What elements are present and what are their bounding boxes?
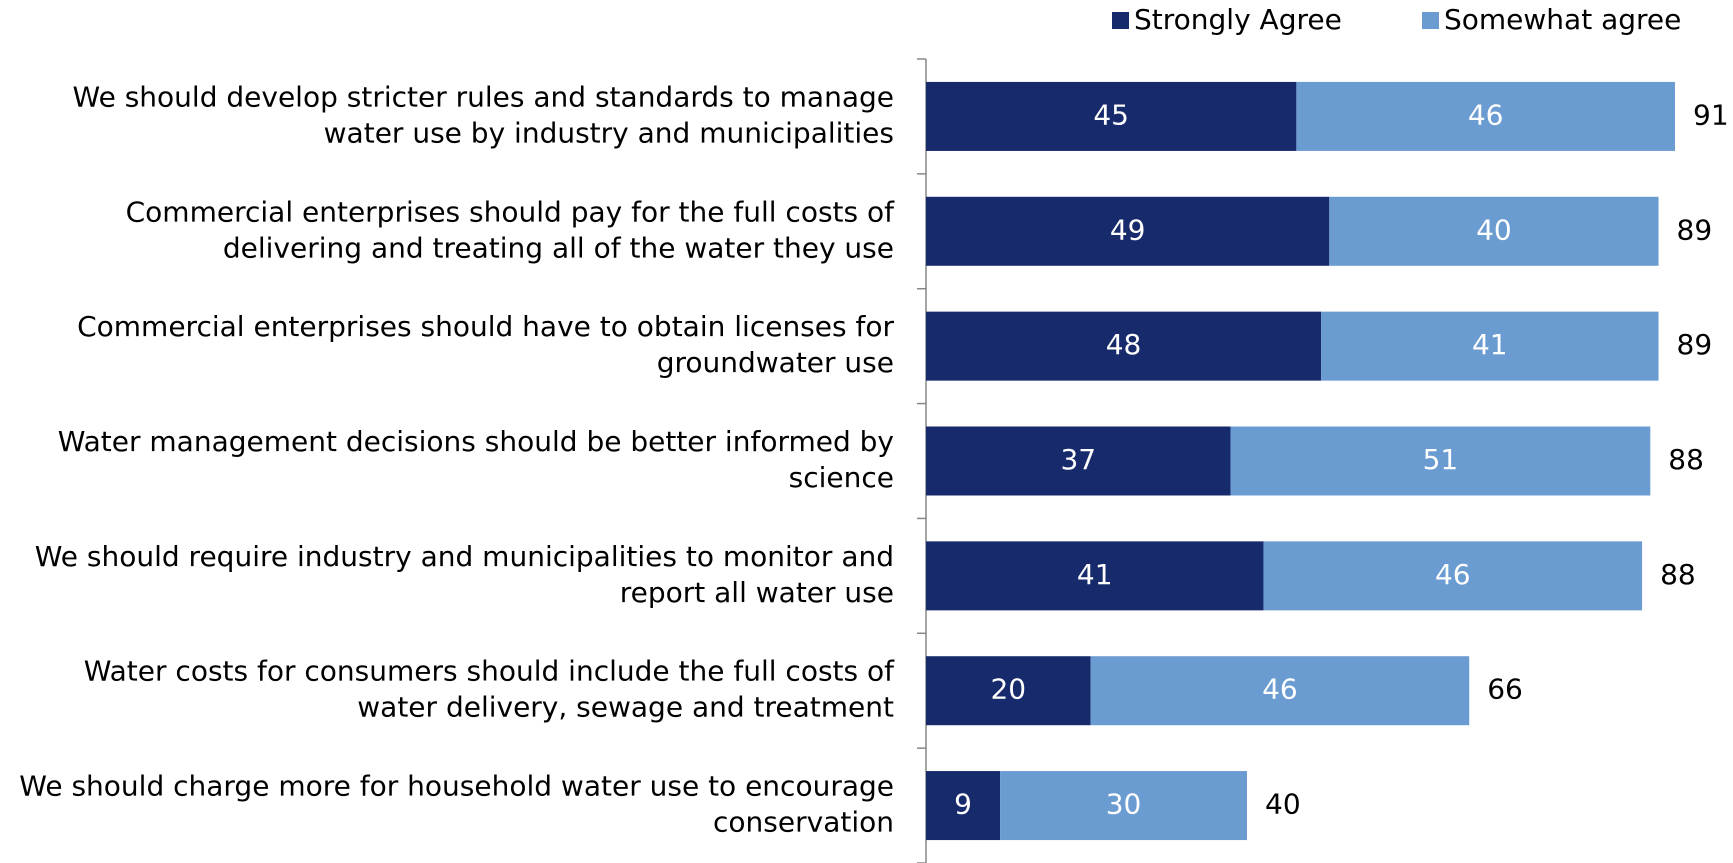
bar-segment [1263, 541, 1643, 611]
bar-segment [926, 771, 1001, 841]
segment-label: 49 [1110, 213, 1146, 246]
category-label: water use by industry and municipalities [324, 116, 894, 149]
segment-label: 9 [954, 788, 972, 821]
category-label: report all water use [620, 576, 894, 609]
legend-label: Strongly Agree [1134, 3, 1342, 36]
bar-segment [1329, 196, 1659, 266]
segment-label: 46 [1468, 98, 1504, 131]
total-label: 66 [1487, 673, 1523, 706]
total-label: 91 [1693, 98, 1729, 131]
legend-swatch [1422, 12, 1439, 29]
total-label: 89 [1677, 213, 1713, 246]
segment-label: 41 [1472, 328, 1508, 361]
bar-segment [926, 541, 1264, 611]
segment-label: 37 [1060, 443, 1096, 476]
segment-label: 40 [1476, 213, 1512, 246]
bar-segment [1230, 426, 1651, 496]
bar-segment [1090, 656, 1470, 726]
bar-segment [926, 311, 1322, 381]
category-label: Water costs for consumers should include… [84, 655, 895, 688]
bar-segment [926, 426, 1231, 496]
category-label: groundwater use [657, 346, 894, 379]
bar-segment [926, 81, 1297, 151]
category-label: Water management decisions should be bet… [58, 425, 894, 458]
total-label: 88 [1660, 558, 1696, 591]
category-label: We should charge more for household wate… [19, 770, 894, 803]
legend-label: Somewhat agree [1444, 3, 1681, 36]
category-label: delivering and treating all of the water… [223, 231, 894, 264]
category-label: science [789, 461, 894, 494]
bar-segment [1000, 771, 1247, 841]
bar-segment [926, 196, 1330, 266]
bar-segment [926, 656, 1091, 726]
total-label: 89 [1677, 328, 1713, 361]
segment-label: 51 [1423, 443, 1459, 476]
segment-label: 46 [1262, 673, 1298, 706]
category-label: conservation [713, 806, 894, 839]
category-label: Commercial enterprises should pay for th… [126, 195, 896, 228]
segment-label: 48 [1106, 328, 1142, 361]
bar-segment [1321, 311, 1659, 381]
bar-segment [1296, 81, 1675, 151]
category-label: We should require industry and municipal… [35, 540, 894, 573]
segment-label: 41 [1077, 558, 1113, 591]
segment-label: 46 [1435, 558, 1471, 591]
total-label: 88 [1668, 443, 1704, 476]
segment-label: 20 [990, 673, 1026, 706]
segment-label: 45 [1093, 98, 1129, 131]
legend-swatch [1112, 12, 1129, 29]
total-label: 40 [1265, 788, 1301, 821]
category-label: Commercial enterprises should have to ob… [77, 310, 894, 343]
category-label: We should develop stricter rules and sta… [73, 80, 894, 113]
category-label: water delivery, sewage and treatment [357, 691, 894, 724]
segment-label: 30 [1106, 788, 1142, 821]
